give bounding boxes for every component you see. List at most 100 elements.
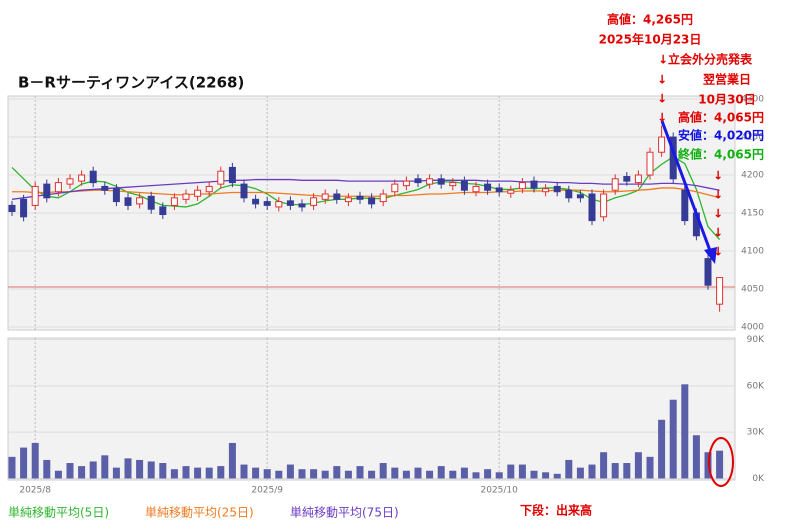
volume-bar bbox=[20, 447, 28, 479]
candle-body bbox=[600, 193, 608, 218]
annotation: 翌営業日 bbox=[703, 72, 751, 87]
volume-bar bbox=[321, 470, 329, 479]
annotation: ↓ bbox=[713, 188, 723, 202]
candle-body bbox=[275, 201, 283, 208]
volume-bar bbox=[681, 384, 689, 479]
candle-body bbox=[31, 185, 39, 206]
candle-body bbox=[20, 198, 28, 218]
y-tick-label: 60K bbox=[747, 381, 765, 391]
candle-body bbox=[507, 189, 515, 194]
volume-bar bbox=[124, 458, 132, 479]
x-tick-label: 2025/9 bbox=[251, 486, 283, 496]
candle-body bbox=[553, 185, 561, 193]
y-tick-label: 4250 bbox=[741, 133, 764, 143]
legend-entry: 単純移動平均(75日) bbox=[290, 506, 399, 520]
y-tick-label: 4200 bbox=[741, 171, 764, 181]
volume-bar bbox=[54, 470, 62, 479]
annotation: 終値：4,065円 bbox=[678, 147, 764, 162]
volume-bar bbox=[634, 452, 642, 479]
candle-body bbox=[8, 204, 16, 212]
legend-entry: 単純移動平均(5日) bbox=[8, 506, 109, 520]
candle-body bbox=[344, 197, 352, 203]
y-tick-label: 4000 bbox=[741, 322, 764, 332]
annotation: 高値：4,265円 bbox=[607, 12, 693, 27]
volume-bar bbox=[646, 456, 654, 479]
volume-bar bbox=[228, 442, 236, 479]
volume-bar bbox=[484, 469, 492, 479]
volume-bar bbox=[611, 463, 619, 479]
candle-body bbox=[182, 193, 190, 200]
volume-bar bbox=[240, 464, 248, 479]
candle-body bbox=[565, 189, 573, 199]
candle-body bbox=[147, 195, 155, 210]
candle-body bbox=[194, 189, 202, 197]
y-tick-label: 0K bbox=[752, 474, 765, 484]
candle-body bbox=[530, 180, 538, 189]
candle-body bbox=[379, 193, 387, 203]
candle-body bbox=[623, 176, 631, 182]
volume-bar bbox=[704, 452, 712, 479]
volume-bar bbox=[194, 467, 202, 479]
candle-body bbox=[658, 136, 666, 153]
annotation: 2025年10月23日 bbox=[599, 32, 702, 47]
volume-note: 下段：出来高 bbox=[520, 503, 592, 518]
candle-body bbox=[472, 185, 480, 193]
volume-panel bbox=[7, 337, 736, 481]
volume-bar bbox=[252, 467, 260, 479]
annotation: ↓ bbox=[657, 111, 667, 125]
volume-bar bbox=[658, 419, 666, 479]
volume-bar bbox=[136, 459, 144, 479]
annotation: ↓ bbox=[657, 92, 667, 106]
candle-body bbox=[217, 170, 225, 185]
volume-bar bbox=[716, 450, 724, 479]
candle-body bbox=[402, 180, 410, 187]
candle-body bbox=[588, 193, 596, 222]
volume-bar bbox=[600, 452, 608, 479]
candle-body bbox=[101, 185, 109, 191]
y-tick-label: 4050 bbox=[741, 284, 764, 294]
candle-body bbox=[252, 198, 260, 205]
volume-bar bbox=[402, 470, 410, 479]
candle-body bbox=[263, 201, 271, 206]
volume-bar bbox=[553, 473, 561, 479]
volume-bar bbox=[542, 472, 550, 479]
ma-line bbox=[11, 178, 720, 200]
candle-body bbox=[43, 183, 51, 199]
candle-body bbox=[495, 187, 503, 193]
volume-bar bbox=[460, 467, 468, 479]
volume-bar bbox=[112, 467, 120, 479]
volume-bar bbox=[310, 469, 318, 479]
candle-body bbox=[437, 178, 445, 185]
volume-bar bbox=[298, 469, 306, 479]
candle-body bbox=[170, 197, 178, 206]
volume-bar bbox=[66, 463, 74, 479]
y-tick-label: 4100 bbox=[741, 246, 764, 256]
candle-body bbox=[611, 178, 619, 191]
candle-body bbox=[159, 206, 167, 216]
y-tick-label: 4300 bbox=[741, 95, 764, 105]
candle-body bbox=[298, 203, 306, 208]
candle-body bbox=[484, 183, 492, 191]
volume-bar bbox=[275, 470, 283, 479]
candle-body bbox=[286, 200, 294, 206]
candle-body bbox=[89, 170, 97, 184]
candle-body bbox=[426, 178, 434, 185]
volume-bar bbox=[692, 435, 700, 479]
volume-bar bbox=[286, 464, 294, 479]
volume-bar bbox=[8, 456, 16, 479]
volume-bar bbox=[217, 466, 225, 479]
x-tick-label: 2025/8 bbox=[19, 486, 51, 496]
candle-body bbox=[518, 182, 526, 190]
candle-body bbox=[205, 185, 213, 193]
candle-body bbox=[310, 197, 318, 206]
candle-body bbox=[460, 180, 468, 191]
candle-body bbox=[449, 182, 457, 187]
volume-bar bbox=[530, 470, 538, 479]
volume-bar bbox=[588, 464, 596, 479]
volume-bar bbox=[507, 464, 515, 479]
candle-body bbox=[542, 188, 550, 193]
volume-bar bbox=[518, 464, 526, 479]
annotation: ↓ bbox=[713, 245, 723, 259]
volume-bar bbox=[565, 459, 573, 479]
